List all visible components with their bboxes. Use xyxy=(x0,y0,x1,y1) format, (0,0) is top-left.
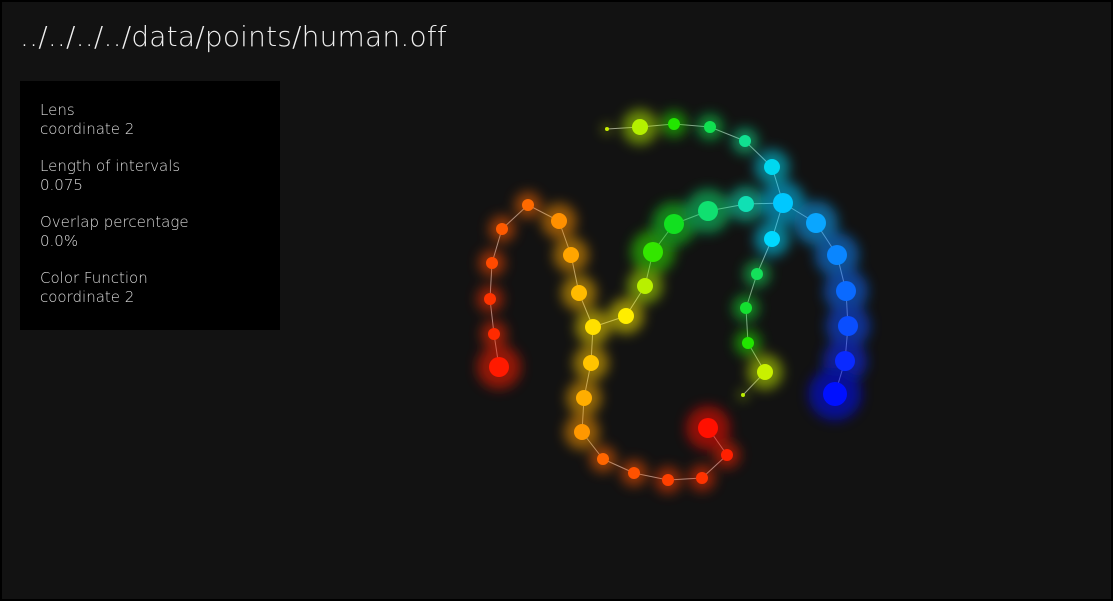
graph-node[interactable] xyxy=(698,201,718,221)
graph-node[interactable] xyxy=(698,418,718,438)
graph-nodes xyxy=(484,118,858,486)
page-title: ../../../../data/points/human.off xyxy=(20,20,447,53)
graph-node[interactable] xyxy=(827,245,847,265)
graph-node[interactable] xyxy=(628,467,640,479)
graph-node[interactable] xyxy=(484,293,496,305)
graph-edges xyxy=(489,123,849,481)
graph-node[interactable] xyxy=(632,119,648,135)
graph-node[interactable] xyxy=(836,281,856,301)
graph-node[interactable] xyxy=(668,118,680,130)
graph-node[interactable] xyxy=(838,316,858,336)
graph-node-halos xyxy=(476,109,870,494)
graph-node[interactable] xyxy=(757,364,773,380)
graph-node[interactable] xyxy=(739,135,751,147)
graph-node[interactable] xyxy=(696,472,708,484)
param-label: Overlap percentage xyxy=(40,213,189,231)
graph-node[interactable] xyxy=(637,278,653,294)
graph-node[interactable] xyxy=(585,319,601,335)
graph-node[interactable] xyxy=(664,214,684,234)
param-label: Color Function xyxy=(40,269,148,287)
parameters-panel: Lens coordinate 2 Length of intervals 0.… xyxy=(20,81,280,330)
param-lens: Lens coordinate 2 xyxy=(40,101,260,139)
graph-node[interactable] xyxy=(618,308,634,324)
graph-node[interactable] xyxy=(741,393,745,397)
graph-node[interactable] xyxy=(662,474,674,486)
graph-node[interactable] xyxy=(574,424,590,440)
graph-node[interactable] xyxy=(522,199,534,211)
graph-node[interactable] xyxy=(764,231,780,247)
param-value: coordinate 2 xyxy=(40,120,135,138)
graph-node[interactable] xyxy=(551,213,567,229)
graph-node[interactable] xyxy=(835,351,855,371)
graph-node[interactable] xyxy=(486,257,498,269)
graph-node[interactable] xyxy=(764,159,780,175)
graph-node[interactable] xyxy=(489,357,509,377)
graph-node[interactable] xyxy=(496,223,508,235)
graph-node[interactable] xyxy=(704,121,716,133)
graph-node[interactable] xyxy=(751,268,763,280)
graph-node[interactable] xyxy=(721,449,733,461)
graph-node[interactable] xyxy=(563,247,579,263)
graph-node[interactable] xyxy=(571,285,587,301)
graph-node[interactable] xyxy=(738,196,754,212)
param-interval-length: Length of intervals 0.075 xyxy=(40,157,260,195)
graph-node[interactable] xyxy=(583,355,599,371)
param-value: coordinate 2 xyxy=(40,288,135,306)
graph-node[interactable] xyxy=(773,193,793,213)
graph-node[interactable] xyxy=(605,127,609,131)
param-color-function: Color Function coordinate 2 xyxy=(40,269,260,307)
graph-node[interactable] xyxy=(740,302,752,314)
graph-node[interactable] xyxy=(742,337,754,349)
graph-node[interactable] xyxy=(488,328,500,340)
param-label: Lens xyxy=(40,101,75,119)
graph-node[interactable] xyxy=(597,453,609,465)
param-overlap: Overlap percentage 0.0% xyxy=(40,213,260,251)
param-value: 0.075 xyxy=(40,176,83,194)
graph-node[interactable] xyxy=(806,213,826,233)
graph-node[interactable] xyxy=(643,242,663,262)
param-label: Length of intervals xyxy=(40,157,181,175)
param-value: 0.0% xyxy=(40,232,79,250)
graph-node[interactable] xyxy=(576,390,592,406)
graph-node[interactable] xyxy=(823,382,847,406)
